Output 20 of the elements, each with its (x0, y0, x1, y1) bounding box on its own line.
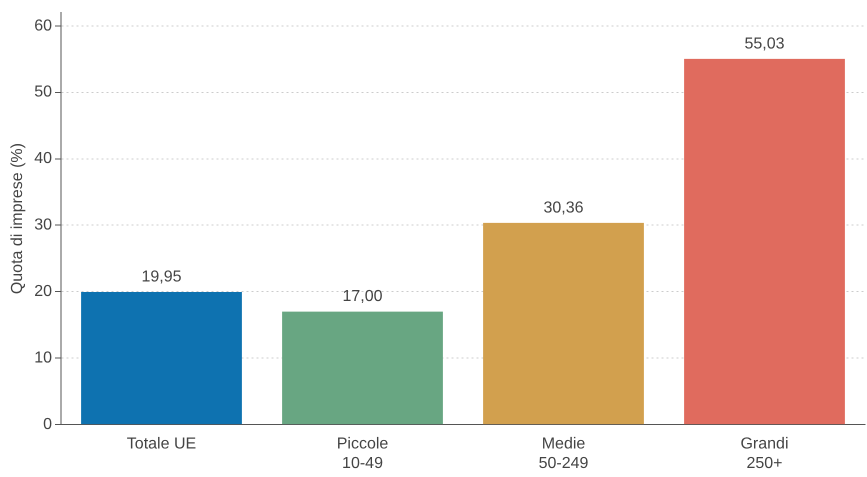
y-tick-label: 50 (34, 84, 52, 101)
y-tick-label: 30 (34, 216, 52, 234)
y-tick-label: 0 (43, 416, 52, 434)
bar (81, 292, 242, 424)
bar (282, 312, 443, 424)
bar (684, 58, 845, 424)
data-label: 55,03 (744, 35, 785, 52)
bar (483, 222, 644, 424)
data-label: 30,36 (543, 199, 584, 216)
y-tick-label: 20 (34, 283, 52, 300)
x-tick-label: Grandi 250+ (740, 436, 789, 472)
y-tick-label: 10 (34, 350, 52, 367)
y-tick-label: 60 (34, 17, 52, 34)
data-label: 19,95 (141, 268, 182, 286)
y-tick-label: 40 (34, 150, 52, 168)
x-tick-label: Piccole 10-49 (336, 436, 388, 472)
y-axis-title: Quota di imprese (%) (9, 143, 26, 294)
x-tick-label: Totale UE (126, 436, 196, 453)
data-label: 17,00 (342, 288, 383, 306)
x-tick-label: Medie 50-249 (538, 436, 589, 472)
